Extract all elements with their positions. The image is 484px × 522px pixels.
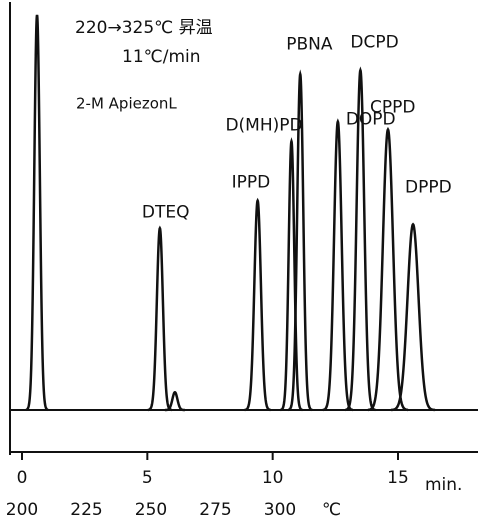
peak xyxy=(345,66,376,412)
x2-tick-label: 225 xyxy=(70,500,102,520)
x2-tick-label: 275 xyxy=(199,500,231,520)
x-tick-label: 15 xyxy=(387,468,409,488)
peak-label: CPPD xyxy=(370,98,415,118)
annotation: 220→325℃ 昇温 xyxy=(75,18,213,38)
peak-label: IPPD xyxy=(232,173,271,193)
peak xyxy=(25,14,49,412)
peak-label: DPPD xyxy=(405,177,452,197)
peak xyxy=(322,118,354,412)
x-tick-label: 5 xyxy=(142,468,153,488)
peak-label: D(MH)PD xyxy=(225,115,302,135)
annotation: 2-M ApiezonL xyxy=(76,95,177,113)
peak xyxy=(367,126,409,412)
peak xyxy=(390,222,436,412)
x2-tick-label: 200 xyxy=(6,500,38,520)
annotation: 11℃/min xyxy=(122,47,201,67)
peak-label: DTEQ xyxy=(142,202,190,222)
peak-label: PBNA xyxy=(286,34,333,54)
x-tick-label: 0 xyxy=(17,468,28,488)
x2-axis-label: ℃ xyxy=(322,500,341,520)
x2-tick-label: 300 xyxy=(264,500,296,520)
peak xyxy=(244,197,271,412)
x2-tick-label: 250 xyxy=(135,500,167,520)
peak xyxy=(147,225,173,412)
peak xyxy=(287,69,313,412)
x-tick-label: 10 xyxy=(262,468,284,488)
peak xyxy=(164,390,185,412)
peak xyxy=(280,137,303,412)
peak-label: DCPD xyxy=(350,32,398,52)
x-axis-label: min. xyxy=(425,475,462,495)
